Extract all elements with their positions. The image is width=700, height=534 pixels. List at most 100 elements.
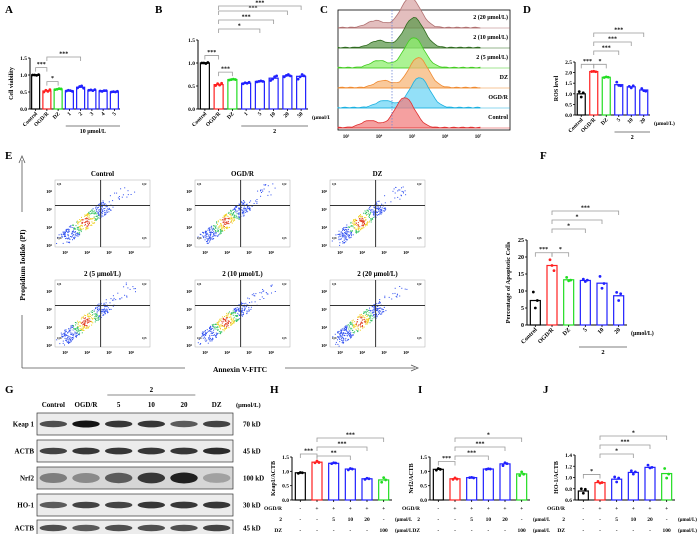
significance-label: *** <box>242 15 251 21</box>
flow-event <box>235 215 237 217</box>
flow-event <box>376 211 378 213</box>
x-tick-label: 10⁶ <box>403 350 410 355</box>
flow-event <box>363 312 365 314</box>
flow-event <box>80 322 82 324</box>
flow-event <box>401 187 402 189</box>
flow-event <box>224 226 225 228</box>
flow-event <box>77 320 79 322</box>
flow-event <box>67 231 69 233</box>
flow-event <box>212 334 214 336</box>
flow-event <box>242 302 244 304</box>
flow-event <box>95 213 97 215</box>
treatment-cell: - <box>582 506 584 512</box>
flow-event <box>346 234 348 236</box>
significance-label: *** <box>249 6 258 12</box>
treatment-cell: - <box>437 517 439 523</box>
flow-event <box>87 313 88 315</box>
flow-event <box>109 195 111 197</box>
bar-3 <box>64 90 74 110</box>
treatment-cell: 100 <box>518 528 527 534</box>
flow-event <box>222 227 224 229</box>
flow-event <box>212 234 214 236</box>
flow-event <box>70 226 72 228</box>
flow-event <box>98 215 100 217</box>
flow-event <box>73 231 75 233</box>
flow-event <box>338 345 340 347</box>
flow-event <box>224 223 226 225</box>
flow-event <box>337 339 338 341</box>
bar-0 <box>294 472 306 501</box>
flow-event <box>213 238 215 239</box>
treatment-cell: + <box>453 506 456 512</box>
bar-3 <box>579 279 591 326</box>
data-point <box>82 86 86 90</box>
band <box>202 447 231 455</box>
flow-event <box>67 238 69 240</box>
flow-event <box>80 231 82 233</box>
flow-event <box>354 321 356 323</box>
flow-event <box>95 209 97 211</box>
flow-event <box>102 315 104 316</box>
flow-event <box>98 316 100 318</box>
flow-event <box>345 337 347 339</box>
flow-event <box>78 334 80 336</box>
flow-event <box>235 318 237 320</box>
flow-event <box>215 336 217 338</box>
flow-event <box>106 309 108 311</box>
flow-event <box>370 221 372 223</box>
flow-event <box>93 309 95 311</box>
flow-event <box>248 306 250 308</box>
data-point <box>533 306 537 310</box>
flow-event <box>363 224 364 226</box>
flow-event <box>404 288 406 290</box>
flow-event <box>104 308 106 310</box>
flow-event <box>246 207 248 209</box>
flow-event <box>130 194 132 195</box>
flow-event <box>260 189 262 191</box>
flow-event <box>224 324 226 326</box>
flow-event <box>359 215 361 217</box>
flow-event <box>349 335 351 337</box>
flow-event <box>71 231 73 233</box>
y-tick-label: 10⁵ <box>321 207 328 212</box>
flow-event <box>98 307 100 309</box>
flow-event <box>100 317 102 318</box>
flow-event <box>352 221 354 223</box>
flow-event <box>352 321 354 323</box>
flow-event <box>365 319 367 321</box>
flow-event <box>70 326 72 328</box>
flow-event <box>222 329 224 331</box>
flow-event <box>373 214 375 216</box>
data-point <box>315 459 319 463</box>
flow-event <box>89 320 91 322</box>
flow-event <box>81 316 83 318</box>
flow-event <box>70 325 72 327</box>
legend-label: DZ <box>500 75 508 81</box>
flow-event <box>361 216 363 217</box>
y-tick-label: 1.0 <box>20 73 27 79</box>
flow-event <box>238 203 240 205</box>
bar-6 <box>282 75 293 110</box>
flow-event <box>357 231 359 233</box>
y-tick-label: 10⁵ <box>46 307 53 312</box>
flow-event <box>92 209 94 211</box>
quadrant-label: Q2 <box>417 282 422 286</box>
flow-event <box>73 228 75 230</box>
flow-event <box>216 334 218 336</box>
flow-event <box>338 238 340 240</box>
flow-event <box>241 209 242 211</box>
flow-event <box>66 241 68 243</box>
treatment-cell: 20 <box>364 517 370 523</box>
flow-event <box>85 218 87 219</box>
flow-event <box>215 332 217 334</box>
flow-event <box>83 320 85 322</box>
histogram-series-2 <box>337 37 481 69</box>
flow-event <box>211 335 213 336</box>
treatment-cell: - <box>299 517 301 523</box>
flow-event <box>220 225 222 227</box>
legend-label: Control <box>488 115 508 121</box>
flow-event <box>361 217 363 219</box>
band <box>72 420 100 428</box>
flow-event <box>394 192 396 194</box>
flow-event <box>259 299 261 300</box>
